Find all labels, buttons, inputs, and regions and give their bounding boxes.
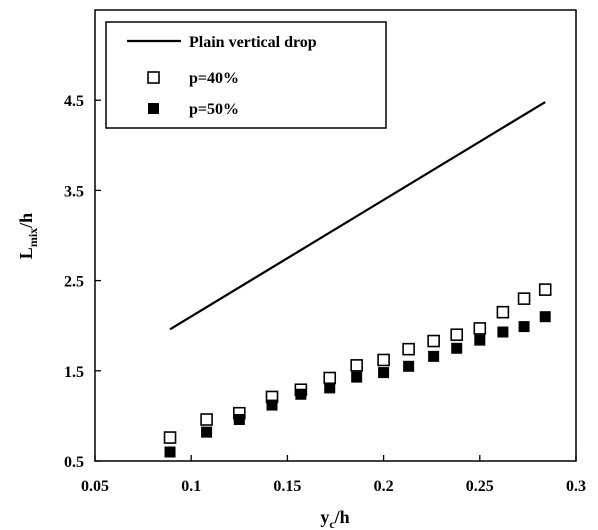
x-tick-label: 0.1 [181, 478, 201, 495]
y-axis-title-main: L [16, 247, 36, 259]
series-layer [163, 101, 552, 458]
y-axis-title: Lmix/h [16, 213, 40, 259]
x-axis-title-sub: c [329, 517, 335, 530]
legend-label-p40: p=40% [189, 70, 239, 87]
x-tick-label: 0.2 [374, 478, 394, 495]
data-point-p40 [377, 353, 390, 367]
data-point-p40 [402, 342, 415, 356]
legend: Plain vertical drop p=40% p=50% [105, 21, 387, 129]
data-point-p50 [451, 342, 463, 354]
data-point-p50 [266, 399, 278, 411]
data-point-p50 [497, 326, 509, 338]
data-point-p40 [473, 322, 487, 335]
data-point-p40 [427, 334, 440, 348]
data-point-p50 [201, 426, 213, 438]
y-tick-label: 0.5 [64, 454, 84, 471]
data-point-p50 [539, 311, 551, 323]
y-tick-label: 4.5 [64, 93, 84, 110]
ticks [94, 99, 577, 462]
data-point-p50 [518, 321, 530, 333]
data-point-p50 [351, 371, 363, 383]
data-point-p40 [323, 371, 337, 385]
data-point-p50 [295, 388, 307, 400]
data-point-p50 [164, 446, 176, 458]
x-tick-label: 0.05 [81, 478, 109, 495]
y-axis-title-rest: /h [16, 213, 36, 229]
data-point-p50 [403, 360, 415, 372]
legend-label-plain-vertical-drop: Plain vertical drop [189, 34, 317, 51]
x-tick-label: 0.15 [273, 478, 301, 495]
data-point-p40 [350, 359, 363, 372]
data-point-p50 [324, 382, 336, 394]
data-point-p40 [163, 431, 177, 444]
legend-filled-square-swatch [148, 103, 159, 114]
y-axis-title-sub: mix [26, 228, 40, 247]
legend-open-square-swatch [147, 71, 160, 84]
data-point-p50 [428, 350, 440, 362]
series-line-plain-vertical-drop [169, 101, 546, 331]
plot-frame [94, 9, 577, 462]
x-tick-label: 0.3 [566, 478, 586, 495]
y-tick-label: 3.5 [64, 183, 84, 200]
data-point-p50 [474, 334, 486, 346]
data-point-p50 [233, 414, 245, 426]
data-point-p40 [517, 292, 531, 305]
tick-labels: 0.05 0.1 0.15 0.2 0.25 0.3 0.5 1.5 2.5 3.5 4.5 [64, 93, 586, 495]
x-tick-label: 0.25 [466, 478, 494, 495]
legend-label-p50: p=50% [189, 101, 239, 118]
y-tick-label: 2.5 [64, 274, 84, 291]
data-point-p40 [538, 283, 552, 296]
data-point-p50 [378, 367, 390, 379]
data-point-p40 [450, 328, 464, 342]
y-tick-label: 1.5 [64, 364, 84, 381]
data-point-p40 [496, 305, 510, 319]
x-axis-title: yc/h [320, 507, 349, 530]
data-point-p40 [200, 413, 213, 426]
x-axis-title-rest: /h [334, 507, 350, 527]
x-axis-title-main: y [320, 507, 329, 527]
